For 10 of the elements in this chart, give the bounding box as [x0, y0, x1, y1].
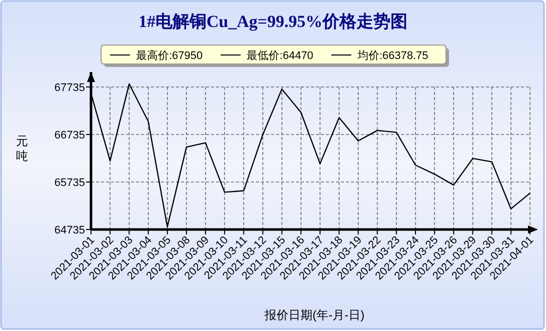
- text: 均价:66378.75: [356, 50, 428, 62]
- y-tick-label: 67735: [54, 82, 85, 94]
- text: 最高价:67950: [136, 49, 203, 62]
- x-axis-title: 报价日期(年-月-日): [264, 308, 364, 322]
- text: 最低价:64470: [246, 50, 314, 62]
- y-tick-label: 65735: [54, 176, 85, 189]
- y-axis-title: 元吨: [16, 134, 28, 163]
- chart-title: 1#电解铜Cu_Ag=99.95%价格走势图: [138, 12, 408, 31]
- y-tick-label: 64735: [54, 224, 85, 236]
- y-tick-label: 66735: [54, 129, 85, 142]
